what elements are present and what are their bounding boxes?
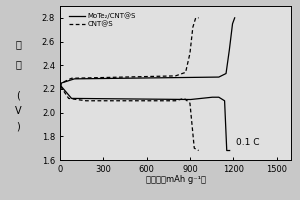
CNT@S <box>178 73 181 76</box>
Line: MoTe₂/CNT@S: MoTe₂/CNT@S <box>60 18 235 87</box>
MoTe₂/CNT@S <box>213 76 217 78</box>
Legend: MoTe₂/CNT@S, CNT@S: MoTe₂/CNT@S, CNT@S <box>68 11 137 29</box>
Text: 压: 压 <box>16 60 21 70</box>
CNT@S <box>180 72 184 75</box>
Text: ): ) <box>16 121 20 131</box>
Text: 0.1 C: 0.1 C <box>236 138 259 147</box>
CNT@S <box>194 17 197 19</box>
CNT@S <box>193 21 196 23</box>
Text: (: ( <box>16 90 20 100</box>
MoTe₂/CNT@S <box>232 19 236 22</box>
MoTe₂/CNT@S <box>173 76 177 79</box>
MoTe₂/CNT@S <box>58 85 62 88</box>
MoTe₂/CNT@S <box>220 75 223 77</box>
MoTe₂/CNT@S <box>136 77 140 79</box>
Text: 电: 电 <box>16 40 21 49</box>
CNT@S <box>58 85 62 88</box>
CNT@S <box>194 17 197 19</box>
Line: CNT@S: CNT@S <box>60 18 199 87</box>
CNT@S <box>65 79 69 82</box>
CNT@S <box>182 72 186 74</box>
X-axis label: 比容量（mAh g⁻¹）: 比容量（mAh g⁻¹） <box>146 175 206 184</box>
MoTe₂/CNT@S <box>233 17 236 19</box>
MoTe₂/CNT@S <box>206 76 210 78</box>
CNT@S <box>197 17 200 19</box>
Text: V: V <box>15 106 22 116</box>
